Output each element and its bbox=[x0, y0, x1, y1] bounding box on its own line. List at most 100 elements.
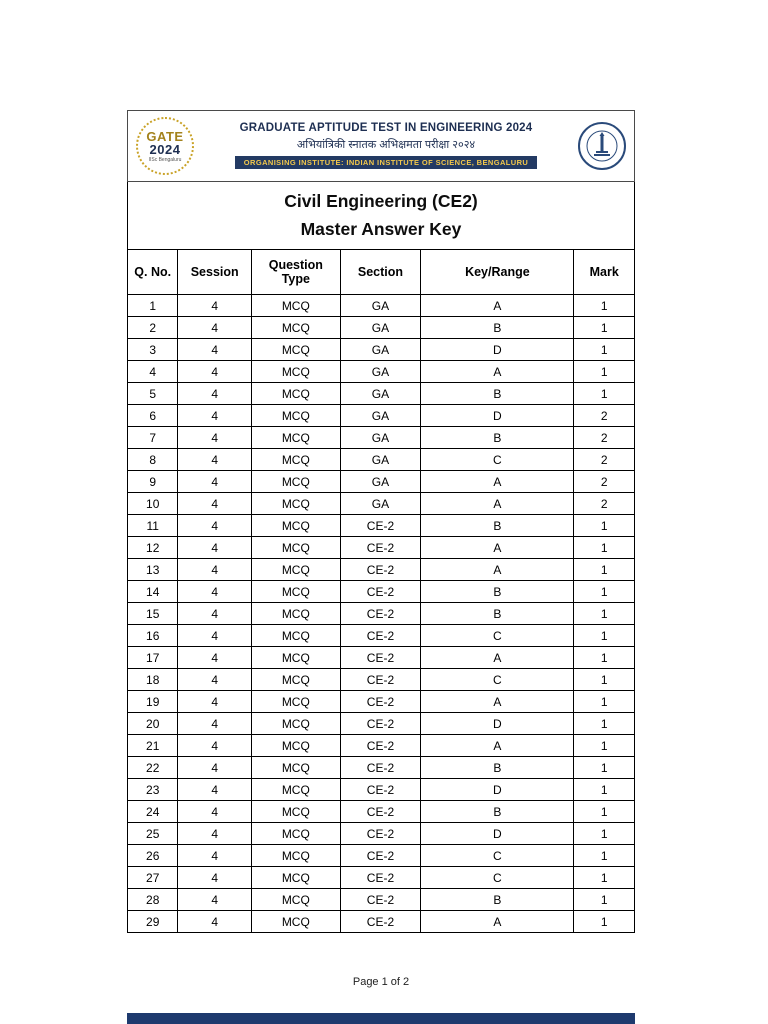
table-cell: CE-2 bbox=[339, 822, 422, 845]
table-cell: 1 bbox=[573, 822, 635, 845]
table-cell: C bbox=[420, 624, 575, 647]
table-cell: 15 bbox=[126, 602, 179, 625]
table-cell: 1 bbox=[126, 294, 179, 317]
table-row: 20 4 MCQ CE-2 D 1 bbox=[126, 712, 635, 735]
table-cell: B bbox=[420, 602, 575, 625]
table-cell: D bbox=[420, 712, 575, 735]
table-cell: A bbox=[420, 646, 575, 669]
table-cell: MCQ bbox=[250, 844, 341, 867]
table-cell: MCQ bbox=[250, 536, 341, 559]
table-cell: A bbox=[420, 536, 575, 559]
table-cell: B bbox=[420, 580, 575, 603]
table-cell: CE-2 bbox=[339, 646, 422, 669]
column-header: Key/Range bbox=[420, 249, 575, 295]
table-row: 8 4 MCQ GA C 2 bbox=[126, 448, 635, 471]
gate-logo-subtext: IISc Bengaluru bbox=[148, 156, 182, 163]
table-cell: MCQ bbox=[250, 316, 341, 339]
table-cell: CE-2 bbox=[339, 602, 422, 625]
table-cell: MCQ bbox=[250, 404, 341, 427]
gate-logo-year: 2024 bbox=[149, 141, 181, 157]
table-cell: 4 bbox=[177, 844, 252, 867]
table-cell: 1 bbox=[573, 294, 635, 317]
table-cell: 18 bbox=[126, 668, 179, 691]
table-cell: MCQ bbox=[250, 668, 341, 691]
table-cell: 10 bbox=[126, 492, 179, 515]
table-cell: A bbox=[420, 558, 575, 581]
table-cell: 2 bbox=[573, 448, 635, 471]
table-cell: MCQ bbox=[250, 756, 341, 779]
table-cell: A bbox=[420, 492, 575, 515]
table-cell: MCQ bbox=[250, 800, 341, 823]
table-header: Q. No. Session Question Type Section Key/Ran… bbox=[126, 249, 635, 295]
column-header: Mark bbox=[573, 249, 635, 295]
table-cell: 4 bbox=[177, 580, 252, 603]
table-cell: MCQ bbox=[250, 734, 341, 757]
table-cell: 3 bbox=[126, 338, 179, 361]
table-cell: CE-2 bbox=[339, 712, 422, 735]
table-cell: B bbox=[420, 514, 575, 537]
table-cell: MCQ bbox=[250, 448, 341, 471]
page-indicator: Page 1 of 2 bbox=[352, 976, 410, 988]
table-cell: 4 bbox=[177, 602, 252, 625]
table-cell: 26 bbox=[126, 844, 179, 867]
table-cell: 1 bbox=[573, 338, 635, 361]
table-row: 16 4 MCQ CE-2 C 1 bbox=[126, 624, 635, 647]
table-cell: MCQ bbox=[250, 294, 341, 317]
table-cell: MCQ bbox=[250, 866, 341, 889]
table-cell: CE-2 bbox=[339, 690, 422, 713]
table-cell: 4 bbox=[177, 448, 252, 471]
table-cell: 2 bbox=[573, 426, 635, 449]
iisc-tower-icon bbox=[586, 130, 618, 162]
table-cell: MCQ bbox=[250, 426, 341, 449]
table-cell: 29 bbox=[126, 910, 179, 933]
table-row: 27 4 MCQ CE-2 C 1 bbox=[126, 866, 635, 889]
table-cell: 1 bbox=[573, 910, 635, 933]
banner-text-block: GRADUATE APTITUDE TEST IN ENGINEERING 20… bbox=[194, 122, 578, 170]
table-cell: MCQ bbox=[250, 492, 341, 515]
table-cell: 2 bbox=[573, 492, 635, 515]
table-cell: 4 bbox=[177, 866, 252, 889]
table-row: 10 4 MCQ GA A 2 bbox=[126, 492, 635, 515]
table-cell: 5 bbox=[126, 382, 179, 405]
table-cell: 1 bbox=[573, 580, 635, 603]
table-cell: 1 bbox=[573, 646, 635, 669]
table-cell: MCQ bbox=[250, 558, 341, 581]
table-cell: 7 bbox=[126, 426, 179, 449]
table-cell: D bbox=[420, 822, 575, 845]
organising-institute-strip: ORGANISING INSTITUTE: INDIAN INSTITUTE O… bbox=[234, 156, 538, 169]
header-banner: GATE 2024 IISc Bengaluru GRADUATE APTITU… bbox=[127, 110, 635, 182]
table-cell: B bbox=[420, 316, 575, 339]
table-cell: CE-2 bbox=[339, 778, 422, 801]
table-cell: 25 bbox=[126, 822, 179, 845]
table-row: 22 4 MCQ CE-2 B 1 bbox=[126, 756, 635, 779]
column-header: Session bbox=[177, 249, 252, 295]
gate-logo-word: GATE bbox=[146, 128, 184, 144]
table-cell: 4 bbox=[177, 910, 252, 933]
table-cell: CE-2 bbox=[339, 624, 422, 647]
table-cell: 1 bbox=[573, 558, 635, 581]
table-cell: A bbox=[420, 734, 575, 757]
document-page: GATE 2024 IISc Bengaluru GRADUATE APTITU… bbox=[126, 110, 635, 933]
table-cell: GA bbox=[339, 294, 422, 317]
table-cell: 12 bbox=[126, 536, 179, 559]
table-cell: 1 bbox=[573, 866, 635, 889]
table-cell: 1 bbox=[573, 712, 635, 735]
table-row: 17 4 MCQ CE-2 A 1 bbox=[126, 646, 635, 669]
table-cell: 27 bbox=[126, 866, 179, 889]
table-cell: MCQ bbox=[250, 778, 341, 801]
table-cell: CE-2 bbox=[339, 866, 422, 889]
table-cell: 1 bbox=[573, 778, 635, 801]
table-cell: GA bbox=[339, 448, 422, 471]
table-cell: D bbox=[420, 338, 575, 361]
table-cell: 4 bbox=[177, 360, 252, 383]
answer-key-table: Q. No. Session Question Type Section Key/Ran… bbox=[126, 249, 635, 933]
table-cell: CE-2 bbox=[339, 844, 422, 867]
table-cell: 14 bbox=[126, 580, 179, 603]
table-cell: CE-2 bbox=[339, 536, 422, 559]
table-row: 28 4 MCQ CE-2 B 1 bbox=[126, 888, 635, 911]
table-cell: 4 bbox=[177, 316, 252, 339]
table-cell: 4 bbox=[177, 470, 252, 493]
table-cell: C bbox=[420, 448, 575, 471]
table-cell: 4 bbox=[177, 712, 252, 735]
table-cell: MCQ bbox=[250, 580, 341, 603]
